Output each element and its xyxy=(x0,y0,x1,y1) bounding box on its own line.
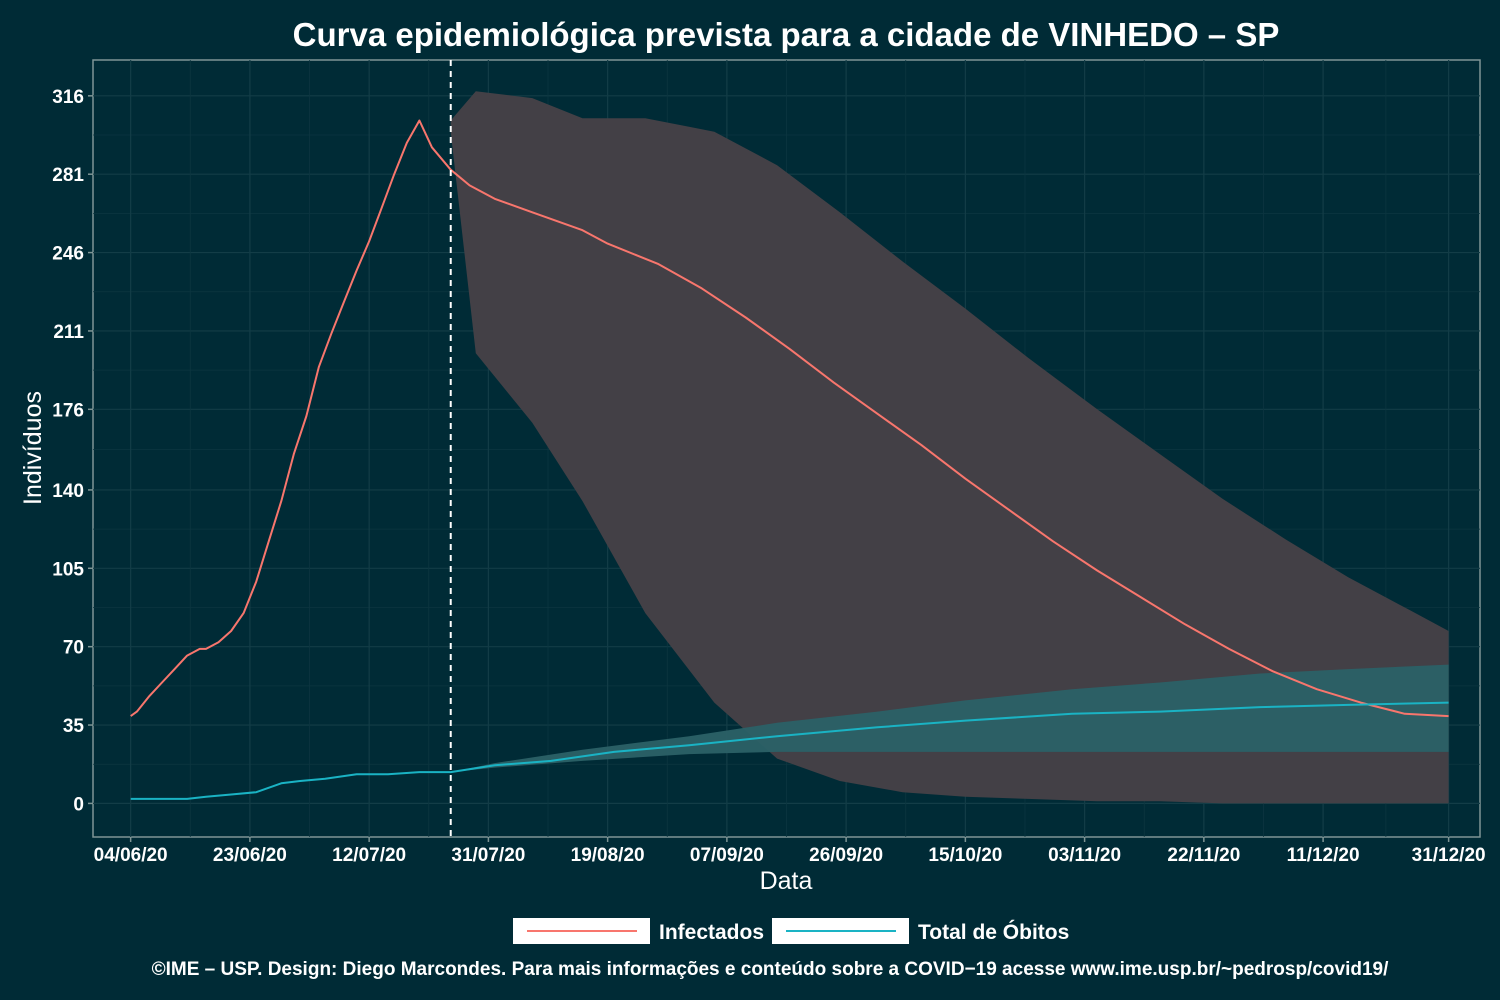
y-axis-ticks: 0 35 70 105 140 176 211 246 281 316 xyxy=(52,87,93,815)
legend: Infectados Total de Óbitos xyxy=(513,918,1069,944)
y-tick-label: 105 xyxy=(52,559,84,580)
y-tick-label: 176 xyxy=(52,400,84,421)
x-axis-ticks: 04/06/20 23/06/20 12/07/20 31/07/20 19/08/20… xyxy=(94,837,1486,866)
confidence-bands xyxy=(450,91,1449,804)
y-tick-label: 0 xyxy=(73,794,84,815)
y-tick-label: 35 xyxy=(63,716,85,737)
series-line-infectados xyxy=(130,119,1449,718)
x-tick-label: 19/08/20 xyxy=(571,845,645,866)
x-tick-label: 03/11/20 xyxy=(1048,845,1121,866)
legend-label-obitos: Total de Óbitos xyxy=(918,920,1069,944)
x-tick-label: 07/09/20 xyxy=(690,845,764,866)
band-infectados xyxy=(450,91,1449,804)
legend-label-infectados: Infectados xyxy=(659,921,764,944)
series-lines xyxy=(130,119,1449,800)
y-tick-label: 281 xyxy=(52,165,84,186)
x-tick-label: 12/07/20 xyxy=(332,845,406,866)
y-axis-title: Indivíduos xyxy=(19,391,47,505)
band-obitos xyxy=(450,664,1449,773)
x-tick-label: 31/07/20 xyxy=(451,845,525,866)
y-tick-label: 211 xyxy=(53,322,84,343)
series-line-obitos xyxy=(130,701,1449,800)
y-tick-label: 316 xyxy=(52,87,84,108)
x-tick-label: 31/12/20 xyxy=(1412,845,1486,866)
grid-lines xyxy=(93,60,1480,837)
x-tick-label: 15/10/20 xyxy=(928,845,1002,866)
y-tick-label: 140 xyxy=(52,481,84,502)
y-tick-label: 246 xyxy=(52,244,84,265)
x-tick-label: 26/09/20 xyxy=(809,845,883,866)
x-tick-label: 22/11/20 xyxy=(1167,845,1240,866)
chart-title: Curva epidemiológica prevista para a cid… xyxy=(293,16,1280,53)
y-tick-label: 70 xyxy=(63,638,84,659)
caption: ©IME – USP. Design: Diego Marcondes. Par… xyxy=(152,959,1389,980)
x-axis-title: Data xyxy=(760,867,813,895)
x-tick-label: 04/06/20 xyxy=(94,845,168,866)
x-tick-label: 23/06/20 xyxy=(213,845,287,866)
x-tick-label: 11/12/20 xyxy=(1287,845,1360,866)
